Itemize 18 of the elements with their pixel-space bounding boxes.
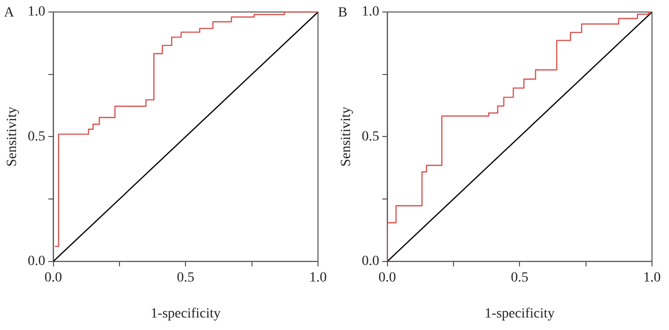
y-axis-title: Sensitivity <box>339 106 354 167</box>
x-axis-title: 1-specificity <box>484 306 555 322</box>
x-axis-title: 1-specificity <box>150 306 221 322</box>
x-tick-label: 0.5 <box>510 270 528 286</box>
y-tick-label: 1.0 <box>362 4 380 20</box>
x-tick-label: 1.0 <box>643 270 661 286</box>
chart-title: B <box>338 6 348 21</box>
y-tick-label: 0.5 <box>28 129 46 144</box>
x-tick-label: 0.5 <box>176 270 194 286</box>
y-tick-label: 0.5 <box>362 129 380 144</box>
chart-title: A <box>4 6 15 21</box>
x-tick-label: 0.0 <box>378 270 396 286</box>
y-axis-title: Sensitivity <box>5 106 20 167</box>
y-tick-label: 0.0 <box>28 254 46 270</box>
y-tick-label: 1.0 <box>28 4 46 20</box>
x-tick-label: 0.0 <box>44 270 62 286</box>
y-tick-label: 0.0 <box>362 254 380 270</box>
x-tick-label: 1.0 <box>309 270 327 286</box>
